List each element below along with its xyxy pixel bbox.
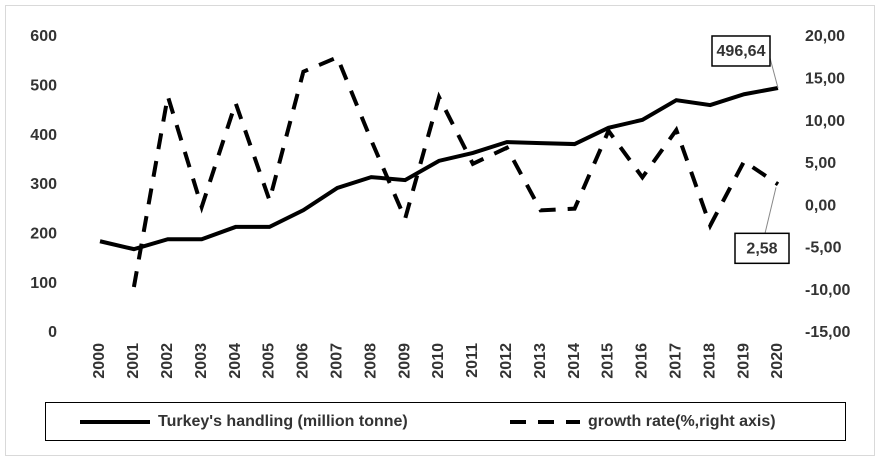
y2-tick-label: -10,00 (805, 282, 850, 299)
x-tick-label: 2005 (261, 343, 278, 379)
x-tick-label: 2011 (464, 343, 481, 378)
x-tick-label: 2013 (532, 343, 549, 379)
label-box (711, 35, 771, 67)
x-tick-label: 2018 (701, 343, 718, 379)
x-tick-label: 2014 (566, 343, 583, 379)
y2-tick-label: 10,00 (805, 113, 845, 130)
y2-tick-label: -5,00 (805, 240, 842, 257)
x-tick-label: 2020 (769, 343, 786, 379)
chart-border (5, 5, 875, 456)
y-tick-label: 400 (30, 127, 57, 144)
y-tick-label: 200 (30, 226, 57, 243)
series-line (131, 54, 780, 288)
y2-tick-label: -15,00 (805, 324, 850, 341)
x-tick-label: 2007 (329, 343, 346, 379)
x-tick-label: 2010 (430, 343, 447, 379)
x-tick-label: 2016 (634, 343, 651, 379)
x-tick-label: 2019 (735, 343, 752, 379)
y2-tick-label: 0,00 (805, 197, 836, 214)
x-tick-label: 2004 (227, 343, 244, 379)
x-tick-label: 2006 (295, 343, 312, 379)
data-label: 2,58 (746, 241, 777, 258)
leader-line (764, 187, 777, 234)
x-tick-label: 2000 (91, 343, 108, 379)
leader-line (769, 57, 779, 89)
data-label: 496,64 (717, 43, 766, 60)
legend-label: Turkey's handling (million tonne) (158, 413, 408, 430)
y-tick-label: 0 (48, 324, 57, 341)
x-tick-label: 2012 (498, 343, 515, 379)
x-tick-label: 2001 (125, 343, 142, 379)
y-tick-label: 300 (30, 176, 57, 193)
y-tick-label: 100 (30, 275, 57, 292)
x-tick-label: 2008 (362, 343, 379, 379)
label-box (734, 232, 790, 265)
x-tick-label: 2009 (396, 343, 413, 379)
x-tick-label: 2003 (193, 343, 210, 379)
x-tick-label: 2002 (159, 343, 176, 379)
y-tick-label: 500 (30, 78, 57, 95)
y2-tick-label: 15,00 (805, 71, 845, 88)
y2-tick-label: 20,00 (805, 28, 845, 45)
y-tick-label: 600 (30, 28, 57, 45)
y2-tick-label: 5,00 (805, 155, 836, 172)
x-tick-label: 2015 (600, 343, 617, 379)
legend-box (45, 402, 846, 441)
series-line (99, 86, 779, 252)
x-tick-label: 2017 (668, 343, 685, 379)
legend-label: growth rate(%,right axis) (588, 413, 776, 430)
